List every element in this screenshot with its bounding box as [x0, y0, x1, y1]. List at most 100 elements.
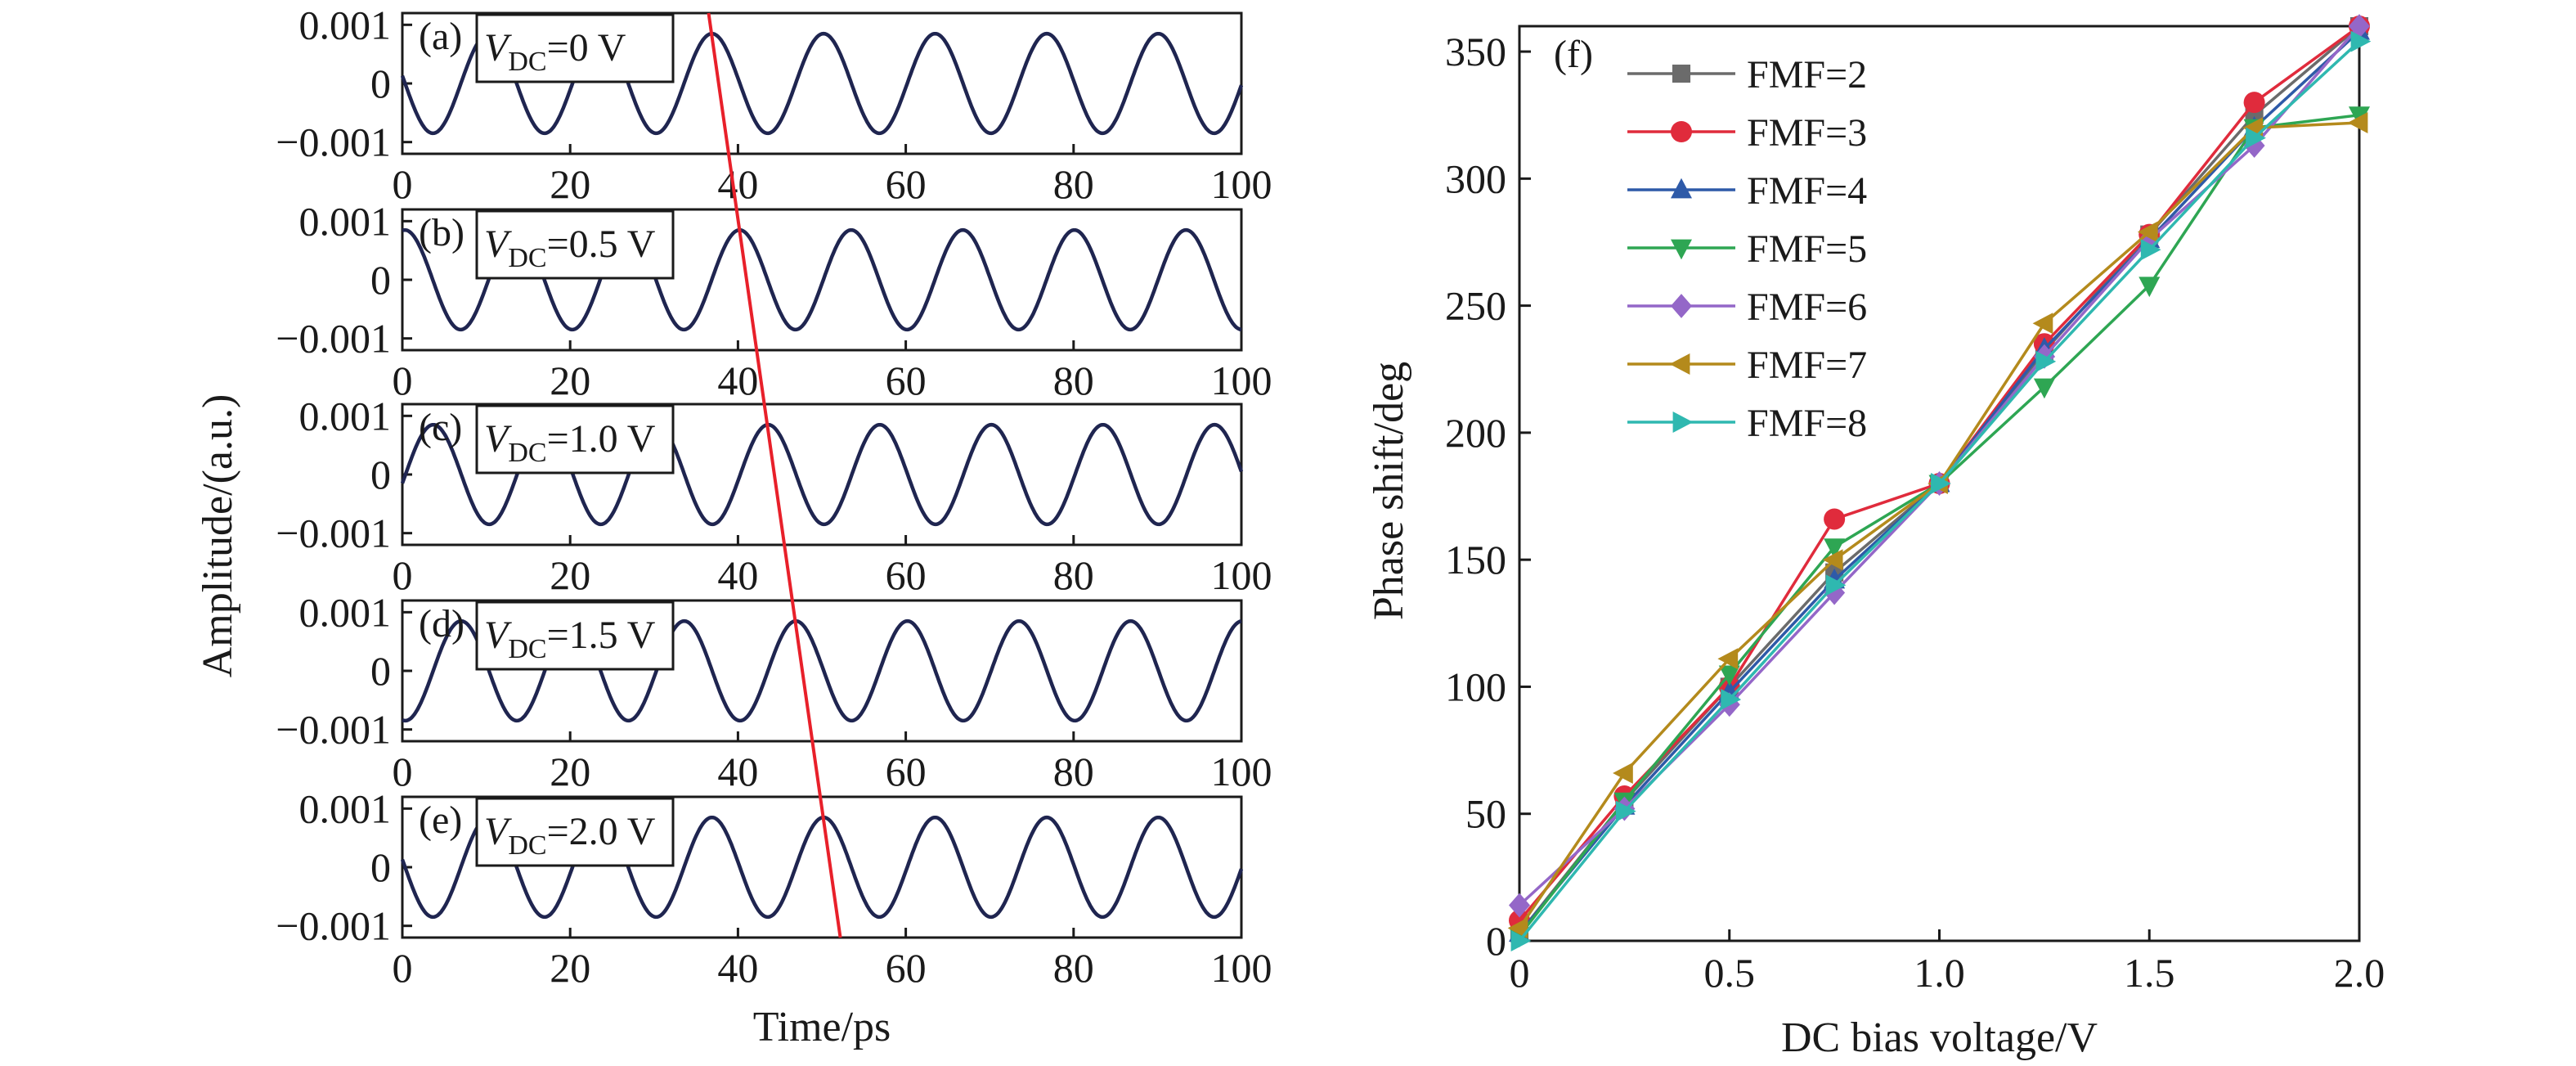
- x-axis-title: Time/ps: [753, 1004, 891, 1050]
- panel-tag: (f): [1554, 33, 1593, 76]
- y-tick-label: 0.001: [299, 589, 392, 635]
- x-tick-label: 0: [393, 161, 413, 207]
- y-tick-label: 0: [370, 257, 391, 303]
- vdc-subscript: DC: [508, 47, 546, 77]
- x-tick-label: 20: [550, 358, 590, 403]
- y-tick-label: 100: [1445, 663, 1506, 709]
- x-tick-label: 80: [1053, 552, 1094, 598]
- data-point: [2243, 133, 2265, 158]
- y-tick-label: 0: [1486, 918, 1506, 964]
- legend-item: FMF=8: [1627, 402, 1867, 445]
- data-point: [1824, 508, 1846, 530]
- data-point: [2243, 92, 2265, 114]
- data-point: [2137, 221, 2158, 243]
- x-tick-label: 100: [1211, 749, 1272, 794]
- series-line: [1518, 113, 2360, 937]
- y-tick-label: −0.001: [276, 511, 391, 556]
- waveform-line: [400, 31, 1244, 136]
- data-point: [1672, 64, 1691, 83]
- phase-shift-chart: 0 50 100 150 200 250 300 350 0 0.5 1.0 1.5 2.0 DC bia…: [1366, 14, 2385, 1061]
- x-tick-label: 0: [393, 945, 413, 991]
- data-point: [1616, 800, 1636, 822]
- y-axis-title: Phase shift/deg: [1366, 362, 1412, 620]
- vdc-label-box: [475, 600, 675, 671]
- data-point: [1671, 239, 1692, 260]
- series-line: [1518, 121, 2360, 929]
- vdc-subscript: DC: [508, 243, 546, 273]
- data-point: [2140, 239, 2161, 261]
- vdc-symbol: V: [484, 223, 512, 266]
- x-tick-label: 40: [717, 161, 758, 207]
- data-point: [1510, 930, 1532, 951]
- legend-label: FMF=6: [1747, 286, 1867, 329]
- legend-item: FMF=5: [1627, 227, 1867, 271]
- legend-item: FMF=6: [1627, 286, 1867, 329]
- data-point: [1671, 294, 1692, 318]
- x-tick-label: 100: [1211, 552, 1272, 598]
- data-point: [2032, 313, 2053, 335]
- x-tick-label: 40: [717, 945, 758, 991]
- panel-tag: (e): [419, 798, 462, 842]
- x-tick-label: 0: [393, 358, 413, 403]
- x-tick-label: 40: [717, 358, 758, 403]
- y-tick-label: 300: [1445, 155, 1506, 201]
- x-tick-label: 0.5: [1704, 950, 1756, 996]
- y-axis-title: Amplitude/(a.u.): [195, 394, 241, 678]
- data-point: [2350, 30, 2372, 52]
- x-tick-label: 20: [550, 945, 590, 991]
- x-tick-label: 0: [393, 749, 413, 794]
- data-point: [2349, 14, 2370, 38]
- y-tick-label: 250: [1445, 283, 1506, 329]
- vdc-label: VDC=1.0 V: [484, 417, 656, 468]
- vdc-symbol: V: [484, 614, 512, 657]
- x-tick-label: 60: [886, 552, 927, 598]
- y-tick-label: 0.001: [299, 785, 392, 831]
- vdc-label-box: [475, 209, 675, 280]
- series-fmf-7: [1507, 112, 2368, 939]
- x-tick-label: 1.5: [2124, 950, 2175, 996]
- data-point: [1509, 893, 1530, 918]
- legend-label: FMF=3: [1747, 111, 1867, 155]
- legend-item: FMF=7: [1627, 344, 1867, 387]
- legend-item: FMF=3: [1627, 111, 1867, 155]
- vdc-label: VDC=1.5 V: [484, 614, 656, 664]
- vdc-value: =0.5 V: [547, 223, 656, 266]
- data-point: [1507, 917, 1528, 939]
- vdc-label-box: [475, 13, 675, 83]
- data-point: [1671, 178, 1692, 199]
- x-tick-label: 100: [1211, 945, 1272, 991]
- legend-label: FMF=4: [1747, 169, 1867, 213]
- x-tick-label: 1.0: [1914, 950, 1965, 996]
- x-tick-label: 80: [1053, 161, 1094, 207]
- data-point: [1717, 648, 1739, 670]
- panel-tag: (b): [419, 211, 464, 254]
- y-tick-label: 0: [370, 452, 391, 497]
- x-tick-label: 20: [550, 749, 590, 794]
- legend-label: FMF=8: [1747, 402, 1867, 445]
- vdc-symbol: V: [484, 417, 512, 461]
- x-tick-label: 60: [886, 358, 927, 403]
- x-tick-label: 60: [886, 161, 927, 207]
- vdc-value: =2.0 V: [547, 810, 656, 853]
- data-point: [1613, 762, 1633, 784]
- legend-label: FMF=7: [1747, 344, 1867, 387]
- panel-tag: (a): [419, 15, 462, 58]
- vdc-symbol: V: [484, 26, 512, 70]
- legend-item: FMF=4: [1627, 169, 1867, 213]
- vdc-subscript: DC: [508, 830, 546, 861]
- y-tick-label: 0: [370, 844, 391, 890]
- data-point: [2033, 378, 2055, 399]
- x-tick-label: 0: [1510, 950, 1530, 996]
- vdc-value: =1.0 V: [547, 417, 656, 461]
- data-point: [1824, 538, 1846, 559]
- y-tick-label: 150: [1445, 537, 1506, 582]
- series-fmf-8: [1510, 30, 2372, 951]
- x-tick-label: 20: [550, 552, 590, 598]
- y-tick-label: 200: [1445, 410, 1506, 456]
- vdc-subscript: DC: [508, 438, 546, 468]
- vdc-label: VDC=0 V: [484, 26, 626, 77]
- data-point: [1825, 574, 1847, 596]
